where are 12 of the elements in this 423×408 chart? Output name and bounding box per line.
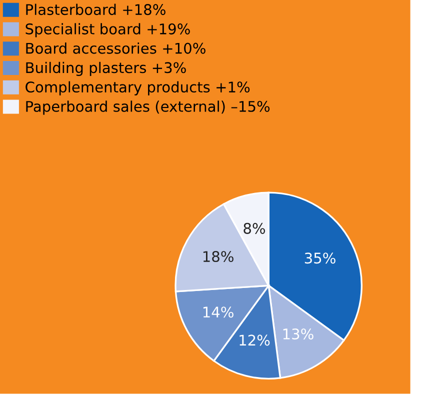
data-label: 12% [240,334,270,346]
data-label: 8% [244,222,266,234]
legend-label: Board accessories +10% [26,42,206,54]
legend-label: Paperboard sales (external) –15% [26,100,270,115]
data-label: 14% [203,306,234,318]
legend-label: Building plasters +3% [26,62,186,76]
data-label: 35% [304,252,336,264]
legend-label: Specialist board +19% [26,23,190,38]
data-label: 13% [283,328,314,340]
legend-label: Complementary products +1% [26,81,250,96]
data-label: 18% [203,251,234,262]
legend-label: Plasterboard +18% [26,4,166,16]
